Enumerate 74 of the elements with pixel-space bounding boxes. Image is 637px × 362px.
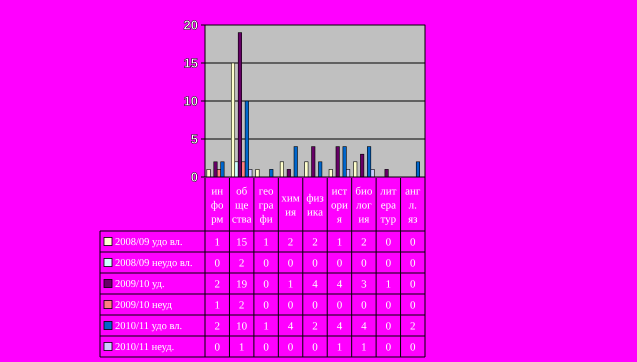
x-tick-label: био лог ия [355, 185, 373, 226]
data-label: 1 [214, 299, 220, 312]
legend-label: 2010/11 неуд. [115, 342, 174, 354]
x-tick-label: анг л. яз [405, 185, 421, 226]
data-label: 0 [410, 236, 416, 248]
data-label: 0 [312, 299, 318, 312]
y-tick-label: 5 [190, 132, 198, 147]
data-label: 2 [361, 236, 367, 248]
data-label: 0 [263, 278, 270, 290]
data-label: 0 [288, 341, 294, 354]
data-label: 1 [288, 278, 294, 290]
data-label: 0 [288, 257, 294, 270]
data-label: 1 [238, 341, 244, 354]
legend-label: 2008/09 удо вл. [115, 237, 183, 248]
data-label: 0 [214, 257, 220, 270]
legend-label: 2010/11 удо вл. [115, 321, 182, 332]
y-tick-label: 15 [184, 56, 198, 71]
data-label: 2 [238, 299, 244, 312]
legend-label: 2009/10 уд. [115, 279, 165, 290]
data-label: 0 [361, 257, 368, 270]
data-label: 10 [236, 320, 248, 332]
data-label: 0 [263, 299, 270, 312]
data-label: 0 [386, 320, 392, 332]
data-label: 4 [336, 278, 343, 290]
data-label: 0 [410, 257, 416, 270]
data-label: 0 [410, 341, 416, 354]
x-tick-label: хим ия [281, 192, 300, 218]
data-label: 2 [214, 278, 220, 290]
y-tick-label: 0 [190, 170, 198, 185]
data-label: 0 [214, 341, 220, 354]
data-label: 0 [410, 278, 416, 290]
data-label: 0 [263, 257, 270, 270]
y-tick-label: 10 [184, 94, 198, 109]
data-label: 4 [361, 320, 368, 332]
data-label: 3 [361, 278, 368, 290]
data-label: 4 [288, 320, 294, 332]
data-label: 2 [288, 236, 294, 248]
x-tick-label: об ще ства [232, 185, 252, 226]
data-label: 1 [361, 341, 367, 354]
data-label: 2 [312, 320, 318, 332]
data-label: 19 [236, 278, 248, 290]
data-label: 4 [312, 278, 318, 290]
x-tick-label: физ ика [306, 192, 324, 218]
data-label: 1 [263, 236, 269, 248]
x-tick-label: ист ори я [331, 185, 348, 226]
data-label: 0 [263, 341, 270, 354]
data-label: 0 [288, 299, 294, 312]
data-label: 0 [336, 257, 343, 270]
data-label: 0 [336, 299, 343, 312]
data-label: 1 [336, 341, 342, 354]
data-label: 1 [214, 236, 220, 248]
x-tick-label: лит ера тур [380, 185, 397, 226]
data-label: 4 [336, 320, 343, 332]
data-label: 0 [386, 299, 392, 312]
data-label: 0 [312, 341, 318, 354]
data-label: 0 [312, 257, 318, 270]
legend-label: 2008/09 неудо вл. [115, 258, 193, 270]
legend-label: 2009/10 неуд [115, 300, 173, 312]
data-label: 0 [361, 299, 368, 312]
y-tick-label: 20 [184, 18, 198, 33]
data-label: 1 [386, 278, 392, 290]
data-label: 15 [236, 236, 248, 248]
data-label: 0 [386, 236, 392, 248]
data-label: 0 [386, 341, 392, 354]
data-label: 0 [410, 299, 416, 312]
data-label: 0 [386, 257, 392, 270]
data-label: 2 [214, 320, 220, 332]
data-label: 1 [336, 236, 342, 248]
data-label: 2 [312, 236, 318, 248]
data-label: 2 [410, 320, 416, 332]
data-label: 1 [263, 320, 269, 332]
x-tick-label: гео гра фи [258, 185, 274, 226]
x-tick-label: ин фо рм [210, 185, 224, 226]
data-label: 2 [238, 257, 244, 270]
